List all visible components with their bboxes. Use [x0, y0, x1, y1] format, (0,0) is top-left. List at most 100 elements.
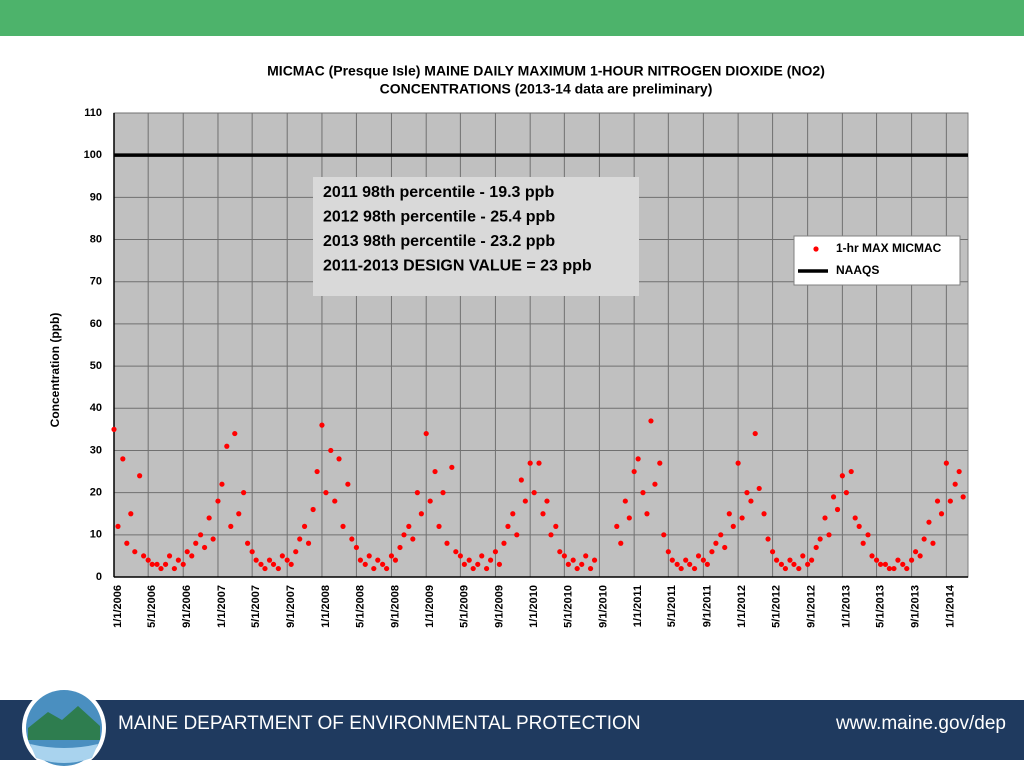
data-point	[505, 523, 511, 529]
data-point	[336, 456, 342, 462]
data-point	[618, 540, 624, 546]
data-point	[479, 553, 485, 559]
footer-bar	[0, 700, 1024, 760]
data-point	[661, 532, 667, 538]
data-point	[124, 540, 130, 546]
data-point	[895, 557, 901, 563]
data-point	[241, 490, 247, 496]
data-point	[137, 473, 143, 479]
data-point	[279, 553, 285, 559]
data-point	[748, 498, 754, 504]
y-tick-label: 110	[84, 107, 102, 119]
data-point	[444, 540, 450, 546]
data-point	[947, 498, 953, 504]
x-tick-label: 9/1/2011	[701, 585, 713, 627]
legend-label: NAAQS	[836, 263, 879, 277]
data-point	[631, 468, 637, 475]
data-point	[197, 532, 204, 538]
data-point	[236, 511, 242, 517]
data-point	[704, 561, 710, 567]
annotation-text: 2013 98th percentile - 23.2 ppb	[323, 233, 555, 250]
data-point	[319, 422, 325, 428]
data-point	[461, 561, 467, 567]
data-point	[305, 540, 312, 546]
data-point	[266, 557, 273, 563]
data-point	[158, 565, 164, 572]
data-point	[805, 561, 811, 567]
data-point	[496, 561, 503, 567]
data-point	[839, 473, 845, 479]
data-point	[822, 515, 828, 521]
data-point	[397, 544, 403, 551]
data-point	[579, 561, 585, 567]
data-point	[328, 447, 334, 454]
data-point	[224, 443, 230, 449]
data-point	[145, 557, 151, 563]
data-point	[544, 498, 550, 504]
data-point	[873, 557, 880, 563]
data-point	[752, 430, 758, 437]
data-point	[648, 418, 654, 424]
annotation-text: 2012 98th percentile - 25.4 ppb	[323, 209, 555, 226]
data-point	[518, 477, 524, 483]
data-point	[548, 532, 554, 538]
data-point	[930, 540, 936, 546]
data-point	[215, 498, 221, 504]
data-point	[436, 523, 442, 529]
plot: 0 10 20 30 40 50 60 70 80 90 100 110 1/1/2006 5/1/200…	[84, 107, 969, 628]
data-point	[843, 490, 849, 496]
data-point	[349, 536, 355, 542]
data-point	[162, 561, 169, 567]
data-point	[557, 549, 563, 555]
data-point	[406, 523, 412, 529]
data-point	[574, 565, 580, 572]
y-tick-label: 90	[90, 191, 102, 203]
data-point	[120, 456, 126, 462]
data-point	[943, 460, 949, 466]
data-point	[466, 557, 472, 563]
data-point	[514, 532, 520, 538]
data-point	[744, 490, 750, 496]
data-point	[288, 561, 294, 567]
data-point	[201, 544, 208, 551]
y-tick-label: 70	[90, 276, 102, 288]
x-tick-label: 9/1/2006	[181, 585, 193, 628]
data-point	[669, 557, 675, 563]
data-point	[891, 565, 897, 572]
data-point	[635, 456, 641, 462]
data-point	[184, 549, 190, 555]
data-point	[345, 481, 351, 487]
data-point	[206, 515, 212, 521]
data-point	[934, 498, 941, 504]
data-point	[877, 561, 884, 567]
data-point	[956, 468, 962, 475]
data-point	[856, 523, 862, 529]
data-point	[800, 553, 806, 559]
data-point	[908, 557, 915, 563]
x-tick-label: 9/1/2012	[806, 585, 818, 628]
data-point	[640, 490, 646, 496]
data-point	[353, 544, 360, 551]
data-point	[886, 565, 892, 572]
data-point	[357, 557, 364, 563]
x-tick-label: 5/1/2010	[562, 585, 574, 628]
data-point	[553, 523, 559, 529]
x-tick-label: 1/1/2014	[944, 584, 956, 628]
annotation-text: 2011-2013 DESIGN VALUE = 23 ppb	[323, 258, 592, 275]
data-point	[739, 515, 745, 521]
data-point	[570, 557, 576, 563]
data-point	[834, 506, 841, 513]
data-point	[510, 511, 516, 517]
data-point	[565, 561, 571, 567]
data-point	[869, 553, 875, 559]
data-point	[652, 481, 658, 487]
y-tick-label: 60	[90, 318, 102, 330]
x-tick-label: 1/1/2011	[632, 585, 644, 627]
data-point	[210, 536, 216, 542]
data-point	[522, 498, 528, 504]
data-point	[314, 468, 320, 475]
x-tick-label: 1/1/2013	[840, 585, 852, 628]
data-point	[171, 565, 177, 572]
data-point	[228, 523, 234, 529]
data-point	[865, 532, 871, 538]
